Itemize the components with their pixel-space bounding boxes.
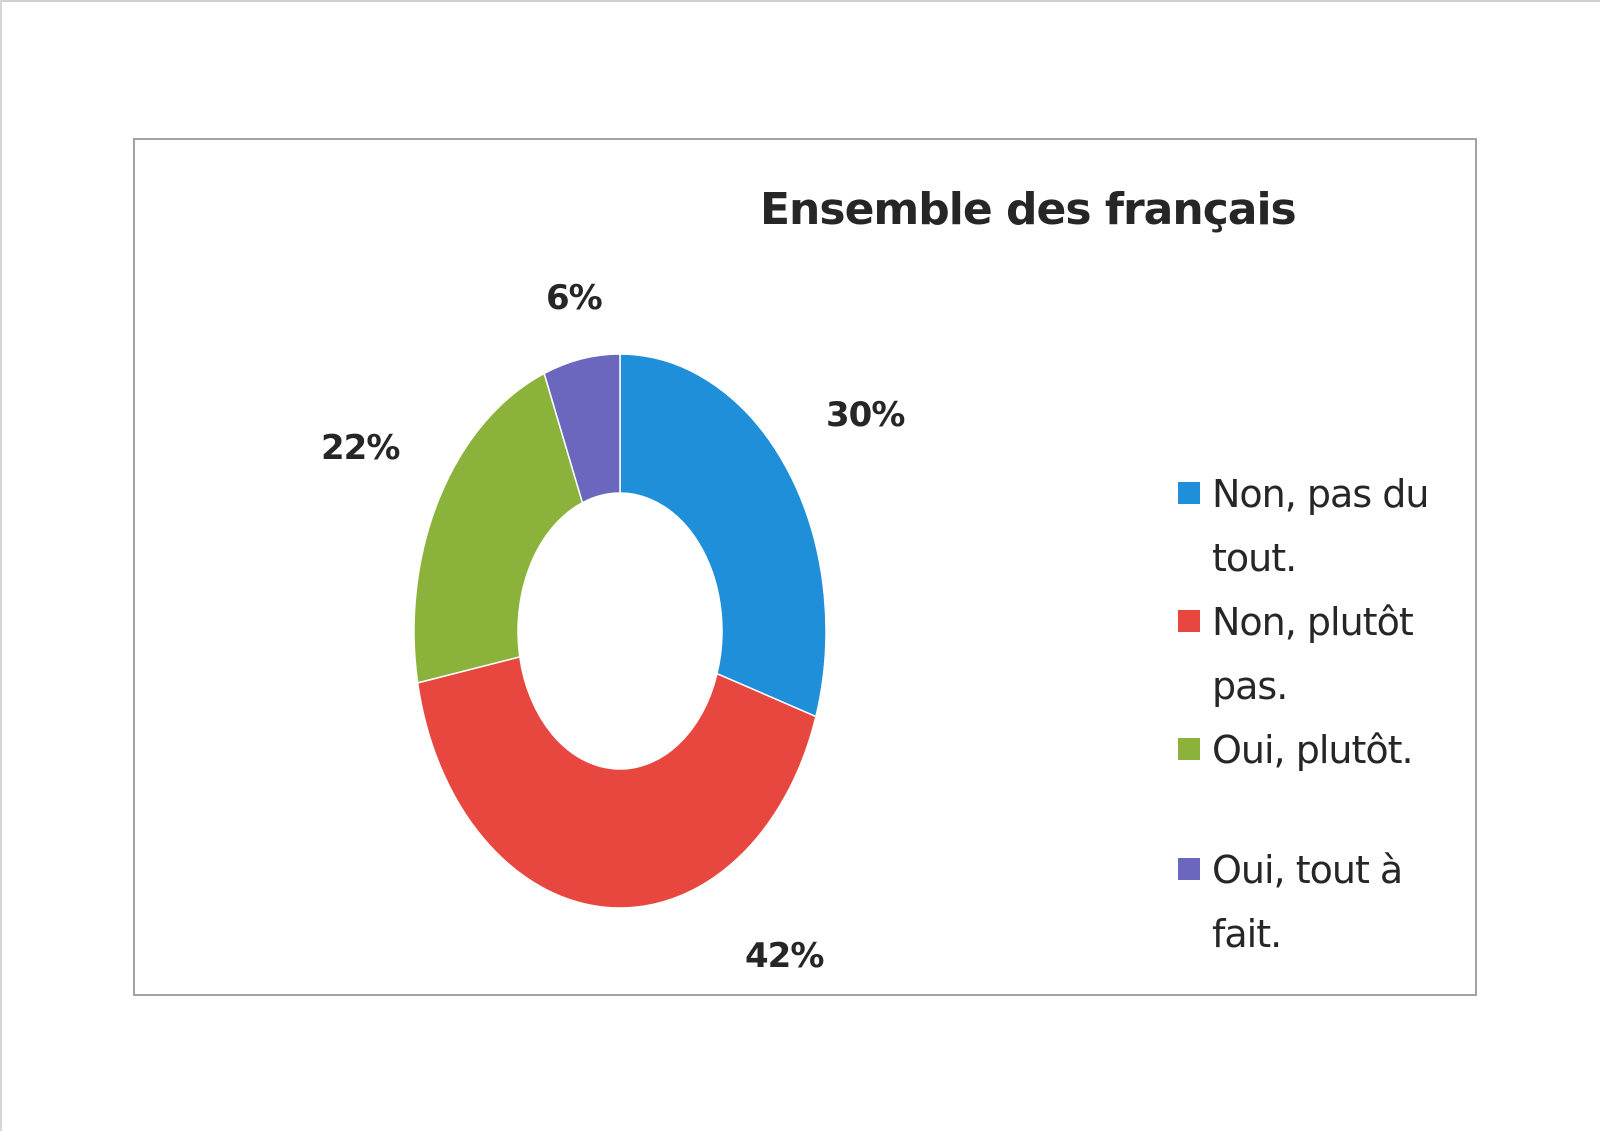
legend-label: Oui, plutôt.	[1212, 728, 1414, 772]
legend-label: Oui, tout à fait.	[1212, 848, 1403, 956]
legend-label: Non, plutôt pas.	[1212, 600, 1414, 708]
legend-item-non-pas-du-tout: Non, pas du tout.	[1178, 462, 1468, 590]
page-left-edge	[0, 0, 2, 1131]
data-label-non-plutot-pas: 42%	[745, 936, 824, 976]
data-label-non-pas-du-tout: 30%	[826, 395, 905, 435]
chart-title: Ensemble des français	[760, 184, 1297, 235]
legend-label: Non, pas du tout.	[1212, 472, 1429, 580]
legend-swatch-blue	[1178, 482, 1200, 504]
donut-slice-oui-tout-a-fait	[543, 353, 621, 504]
legend-item-oui-tout-a-fait: Oui, tout à fait.	[1178, 838, 1468, 966]
donut-slice-non-pas-du-tout	[619, 353, 827, 718]
data-label-oui-plutot: 22%	[321, 428, 400, 468]
chart-legend: Non, pas du tout. Non, plutôt pas. Oui, …	[1178, 462, 1468, 966]
legend-item-oui-plutot: Oui, plutôt.	[1178, 718, 1468, 782]
data-label-oui-tout-a-fait: 6%	[546, 278, 603, 318]
legend-item-non-plutot-pas: Non, plutôt pas.	[1178, 590, 1468, 718]
donut-slice-oui-plutot	[413, 372, 584, 684]
legend-swatch-red	[1178, 610, 1200, 632]
page-top-edge	[0, 0, 1600, 2]
donut-slice-non-plutot-pas	[416, 655, 817, 909]
legend-swatch-purple	[1178, 858, 1200, 880]
legend-swatch-green	[1178, 738, 1200, 760]
legend-spacer	[1178, 782, 1468, 838]
